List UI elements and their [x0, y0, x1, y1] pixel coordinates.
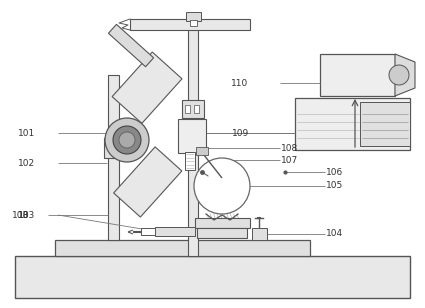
- Bar: [113, 147, 182, 217]
- Bar: [104, 138, 122, 158]
- Bar: [185, 105, 190, 113]
- Bar: [190, 20, 197, 26]
- Bar: [197, 228, 247, 238]
- Bar: [195, 218, 250, 228]
- Bar: [108, 75, 119, 240]
- Bar: [186, 12, 201, 21]
- Bar: [155, 227, 195, 236]
- Bar: [188, 21, 198, 256]
- Bar: [130, 19, 250, 30]
- Bar: [196, 147, 208, 155]
- Bar: [185, 152, 195, 170]
- Bar: [55, 240, 310, 256]
- Circle shape: [389, 65, 409, 85]
- Circle shape: [105, 118, 149, 162]
- Text: 104: 104: [326, 229, 343, 238]
- Bar: [108, 24, 153, 67]
- Text: 108: 108: [281, 144, 298, 152]
- Bar: [112, 52, 182, 124]
- Bar: [182, 100, 204, 118]
- Circle shape: [113, 126, 141, 154]
- Bar: [360, 102, 410, 146]
- Text: 106: 106: [326, 168, 343, 176]
- Text: 110: 110: [231, 79, 248, 87]
- Text: 107: 107: [281, 156, 298, 164]
- Bar: [141, 228, 155, 235]
- Bar: [194, 105, 199, 113]
- Text: 102: 102: [18, 159, 35, 168]
- Bar: [15, 256, 410, 298]
- Bar: [320, 54, 395, 96]
- Bar: [252, 228, 267, 240]
- Bar: [178, 119, 206, 153]
- Text: 103: 103: [12, 210, 29, 220]
- Bar: [295, 98, 410, 150]
- Text: 101: 101: [18, 128, 35, 137]
- Text: 18: 18: [18, 210, 29, 220]
- Polygon shape: [395, 54, 415, 96]
- Text: 105: 105: [326, 181, 343, 191]
- Circle shape: [119, 132, 135, 148]
- Circle shape: [194, 158, 250, 214]
- Text: 109: 109: [232, 128, 249, 137]
- Text: 103: 103: [18, 210, 35, 220]
